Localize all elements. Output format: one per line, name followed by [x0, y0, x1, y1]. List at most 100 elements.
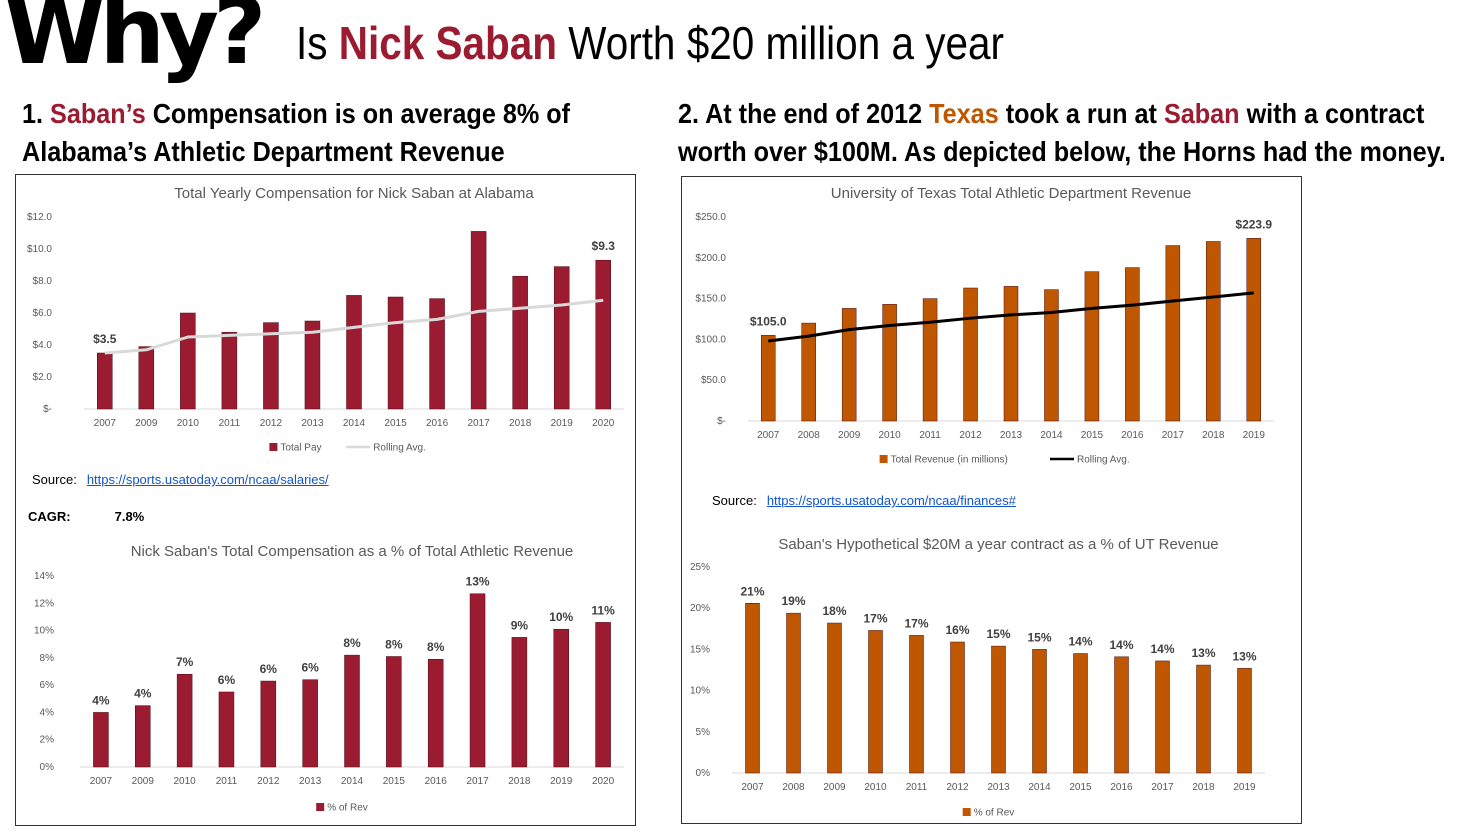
x-tick-label: 2017: [467, 418, 490, 429]
legend-swatch: [269, 443, 278, 451]
legend-swatch: [879, 455, 888, 463]
bar-data-label: 13%: [466, 575, 490, 589]
bar: [553, 266, 570, 410]
bar: [882, 304, 897, 422]
y-tick-label: 15%: [690, 644, 710, 655]
y-tick-label: $150.0: [695, 294, 726, 305]
left-sub-num: 1.: [22, 98, 51, 129]
texas-panel: University of Texas Total Athletic Depar…: [681, 176, 1302, 824]
bar: [760, 335, 776, 422]
bar: [263, 322, 279, 410]
left-source-link[interactable]: https://sports.usatoday.com/ncaa/salarie…: [86, 472, 329, 487]
bar: [138, 346, 155, 410]
x-tick-label: 2011: [219, 418, 241, 429]
x-tick-label: 2020: [592, 418, 615, 429]
x-tick-label: 2015: [383, 776, 406, 787]
x-tick-label: 2014: [343, 418, 366, 429]
bar-data-label: 15%: [1027, 630, 1051, 644]
x-tick-label: 2019: [551, 418, 574, 429]
y-tick-label: $12.0: [27, 212, 52, 223]
y-tick-label: 0%: [696, 768, 711, 779]
bar: [135, 705, 151, 768]
chart-title: Saban's Hypothetical $20M a year contrac…: [778, 536, 1218, 553]
bar-data-label: 11%: [591, 603, 615, 617]
x-tick-label: 2008: [798, 430, 821, 441]
chart-title: Nick Saban's Total Compensation as a % o…: [131, 543, 574, 560]
x-tick-label: 2011: [919, 430, 941, 441]
y-tick-label: 5%: [696, 727, 711, 738]
hypothetical-contract-chart: Saban's Hypothetical $20M a year contrac…: [690, 536, 1265, 819]
bar: [595, 622, 611, 768]
legend-label: Rolling Avg.: [1077, 455, 1130, 466]
x-tick-label: 2014: [1028, 782, 1051, 793]
x-tick-label: 2012: [959, 430, 982, 441]
bar-data-label: 13%: [1191, 646, 1215, 660]
y-tick-label: $250.0: [695, 212, 726, 223]
legend-label: % of Rev: [327, 803, 368, 814]
right-sub-texas: Texas: [929, 98, 999, 129]
bar: [260, 680, 277, 768]
bar-data-label: 6%: [301, 661, 319, 675]
x-tick-label: 2018: [1192, 782, 1215, 793]
saban-percent-revenue-chart: Nick Saban's Total Compensation as a % o…: [34, 543, 624, 814]
bar: [304, 320, 321, 410]
x-tick-label: 2016: [1110, 782, 1133, 793]
headline-pre: Is: [296, 17, 339, 69]
y-tick-label: 4%: [40, 707, 55, 718]
legend-label: Rolling Avg.: [373, 443, 426, 454]
right-sub-saban: Saban: [1163, 98, 1240, 129]
y-tick-label: $-: [717, 416, 726, 427]
right-source-link[interactable]: https://sports.usatoday.com/ncaa/finance…: [766, 493, 1016, 508]
x-tick-label: 2017: [1151, 782, 1174, 793]
x-tick-label: 2013: [1000, 430, 1023, 441]
rolling-avg-line: [768, 291, 1254, 343]
bar: [909, 635, 924, 774]
bar: [511, 637, 528, 768]
bar-data-label: 14%: [1068, 635, 1092, 649]
bar: [827, 622, 842, 774]
bar: [180, 312, 196, 410]
bar-data-label: 4%: [92, 693, 110, 707]
left-sub-line2: Alabama’s Athletic Department Revenue: [22, 136, 505, 167]
y-tick-label: $50.0: [701, 375, 726, 386]
cagr-label: CAGR:: [28, 509, 71, 524]
y-tick-label: 10%: [34, 626, 54, 637]
headline-post: Worth $20 million a year: [556, 17, 1004, 69]
cagr-value: 7.8%: [114, 509, 145, 524]
bar-data-label: 6%: [218, 673, 236, 687]
bar-data-label: 17%: [904, 616, 928, 630]
x-tick-label: 2009: [838, 430, 861, 441]
bar: [991, 645, 1006, 774]
x-tick-label: 2016: [425, 776, 448, 787]
x-tick-label: 2009: [135, 418, 158, 429]
bar: [868, 630, 883, 774]
legend-swatch: [316, 803, 325, 811]
left-subtitle: 1. Saban’s Compensation is on average 8%…: [22, 95, 570, 171]
bar: [745, 603, 760, 774]
y-tick-label: 10%: [690, 686, 710, 697]
x-tick-label: 2010: [864, 782, 887, 793]
right-source-label: Source:: [712, 493, 757, 508]
bar: [1206, 241, 1221, 422]
y-tick-label: 8%: [40, 653, 55, 664]
bar-data-label: 18%: [822, 604, 846, 618]
x-tick-label: 2016: [426, 418, 449, 429]
right-source: Source: https://sports.usatoday.com/ncaa/…: [712, 493, 1016, 508]
headline-name: Nick Saban: [338, 17, 557, 69]
bar: [176, 673, 193, 768]
x-tick-label: 2017: [466, 776, 489, 787]
bar: [1246, 238, 1262, 422]
bar: [427, 658, 444, 768]
x-tick-label: 2015: [1069, 782, 1092, 793]
bar: [922, 298, 938, 422]
right-sub-pre: 2. At the end of 2012: [678, 98, 930, 129]
x-tick-label: 2012: [257, 776, 280, 787]
y-tick-label: 6%: [40, 680, 55, 691]
bar-data-label: 21%: [740, 584, 764, 598]
bar-data-label: 7%: [176, 655, 194, 669]
y-tick-label: $4.0: [33, 340, 53, 351]
bar: [470, 231, 487, 410]
legend-label: Total Pay: [280, 443, 321, 454]
x-tick-label: 2018: [508, 776, 531, 787]
bar: [218, 691, 235, 768]
